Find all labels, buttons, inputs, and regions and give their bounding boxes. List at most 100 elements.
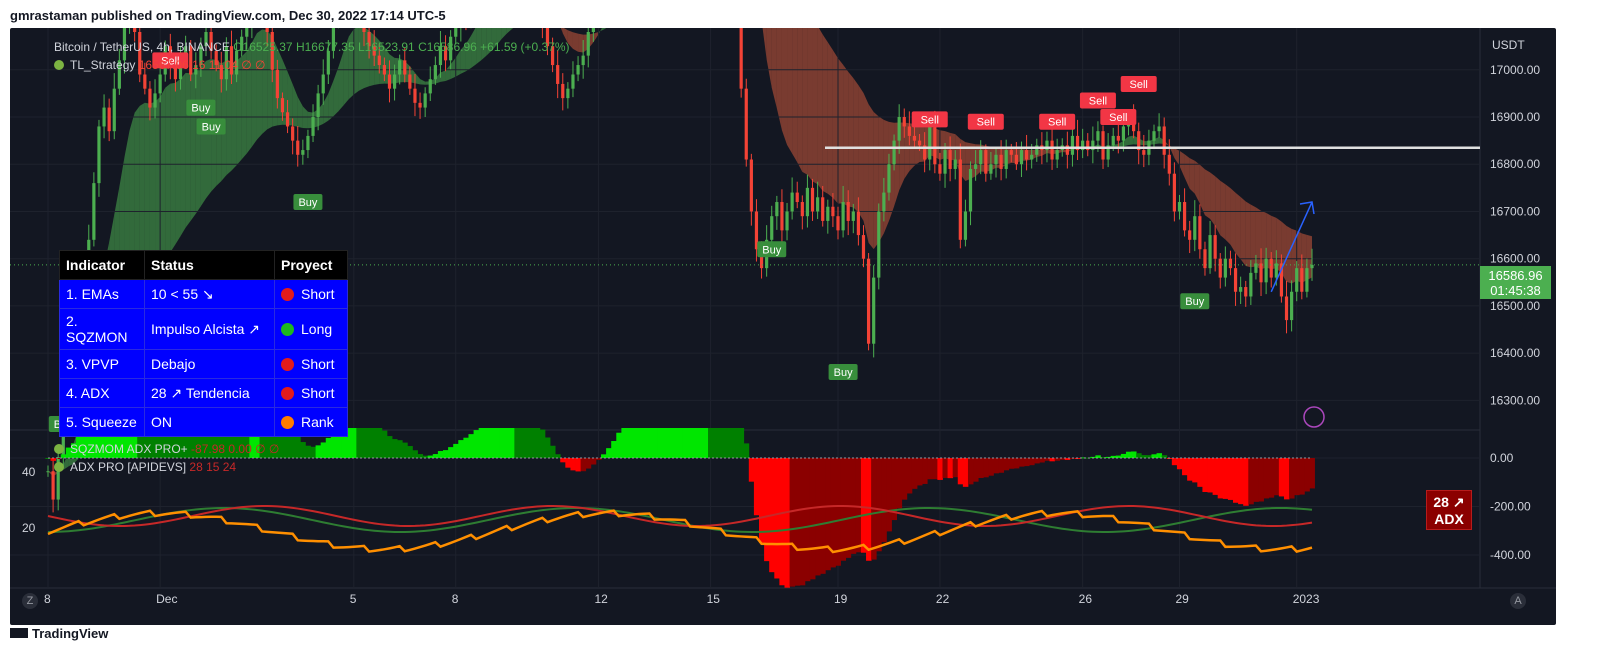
candle-body — [566, 88, 570, 99]
candle-body — [545, 28, 550, 47]
candle-body — [377, 55, 381, 66]
buy-signal — [828, 364, 858, 381]
momentum-bar — [1238, 458, 1244, 505]
ma-cloud-segment — [1118, 140, 1124, 148]
adx-legend[interactable]: ADX PRO [APIDEVS] 28 15 24 — [54, 460, 236, 474]
ma-cloud-segment — [496, 28, 502, 46]
ma-cloud-segment — [226, 60, 232, 176]
candle-body — [739, 28, 743, 89]
candle-body — [571, 74, 575, 89]
candle-body — [1111, 135, 1115, 146]
candle-body — [418, 102, 422, 108]
momentum-bar — [860, 458, 867, 553]
strategy-legend[interactable]: TL_Strategy 16567.06 16 11.04 ∅ ∅ — [54, 58, 266, 72]
auto-scale-button[interactable]: A — [1510, 593, 1526, 609]
candle-body — [403, 60, 407, 75]
candle-body — [576, 65, 580, 75]
momentum-bar — [667, 428, 673, 458]
candle-body — [199, 46, 203, 66]
momentum-bar — [499, 428, 505, 458]
lightning-icon — [1303, 406, 1325, 428]
price-tick-label: 16600.00 — [1490, 252, 1540, 266]
momentum-bar — [1131, 451, 1137, 458]
signal-label: Sell — [921, 114, 939, 126]
candle-body — [775, 202, 779, 217]
candle-body — [1035, 145, 1039, 155]
indicator-cell: 1. EMAs — [59, 279, 145, 309]
candle-body — [907, 126, 911, 136]
momentum-bar — [718, 428, 724, 458]
buy-signal — [757, 241, 787, 258]
momentum-bar — [1176, 458, 1183, 470]
sqzmom-legend[interactable]: SQZMOM ADX PRO+ -87.98 0.00 ∅ ∅ — [54, 442, 279, 456]
table-header-proyect: Proyect — [274, 250, 348, 280]
ma-cloud-segment — [1174, 148, 1180, 166]
candle-body — [1279, 263, 1284, 297]
momentum-bar — [366, 428, 373, 458]
momentum-bar — [840, 458, 847, 561]
momentum-bar — [50, 458, 57, 461]
momentum-bar — [1105, 456, 1112, 458]
candle-body — [1030, 154, 1034, 160]
current-price-tag: 16586.96 01:45:38 — [1480, 266, 1551, 299]
momentum-bar — [580, 458, 587, 472]
candle-body — [449, 36, 453, 61]
momentum-bar — [315, 445, 322, 458]
zoom-button[interactable]: Z — [22, 593, 38, 609]
momentum-bar — [952, 458, 959, 478]
ma-cloud-segment — [348, 29, 354, 100]
momentum-bar — [957, 458, 964, 485]
momentum-bar — [1171, 458, 1178, 466]
ma-cloud-segment — [445, 64, 451, 81]
ma-cloud-segment — [863, 92, 869, 243]
ma-cloud-segment — [802, 28, 808, 175]
ma-cloud-segment — [1199, 164, 1205, 216]
momentum-bar — [468, 434, 474, 458]
candle-body — [270, 32, 274, 70]
momentum-bar — [76, 434, 82, 458]
proyect-label: Rank — [301, 414, 334, 430]
candle-body — [428, 79, 432, 94]
momentum-bar — [458, 440, 464, 458]
momentum-bar — [1044, 458, 1050, 461]
momentum-bar — [417, 454, 424, 458]
candle-body — [917, 140, 922, 146]
momentum-bar — [1064, 458, 1071, 461]
candle-body — [1254, 263, 1258, 273]
momentum-bar — [325, 437, 332, 458]
momentum-bar — [356, 428, 362, 458]
candle-body — [173, 65, 178, 80]
chart-area[interactable]: Sell Buy Buy Buy Buy Buy Sell Sell Sell Sell Sell S… — [10, 28, 1556, 625]
candle-body — [1024, 150, 1029, 160]
candle-body — [138, 32, 142, 75]
ma-cloud-segment — [1189, 158, 1195, 194]
momentum-bar — [764, 458, 770, 562]
candle-body — [826, 206, 830, 221]
candle-body — [1177, 202, 1182, 212]
momentum-bar — [534, 428, 541, 458]
momentum-bar — [713, 428, 719, 458]
candle-body — [133, 28, 137, 32]
ma-cloud-segment — [776, 28, 782, 131]
ma-cloud-segment — [832, 50, 838, 204]
ma-cloud-segment — [1261, 210, 1267, 270]
candle-body — [408, 74, 412, 89]
candle-body — [1096, 131, 1100, 141]
momentum-bar — [427, 455, 434, 458]
signal-label: Buy — [202, 121, 221, 133]
momentum-bar — [1289, 458, 1295, 499]
osc-tick-label: -400.00 — [1490, 548, 1531, 562]
candle-body — [1213, 235, 1217, 259]
momentum-bar — [132, 428, 138, 458]
tv-logo-icon — [10, 628, 28, 638]
buy-signal — [186, 99, 216, 116]
ma-cloud-segment — [562, 28, 568, 44]
ma-cloud-segment — [323, 93, 329, 124]
momentum-bar — [855, 458, 862, 553]
momentum-bar — [223, 428, 230, 458]
momentum-bar — [937, 458, 943, 480]
symbol-legend[interactable]: Bitcoin / TetherUS, 4h, BINANCE O16525.3… — [54, 40, 570, 54]
ma-cloud-segment — [781, 28, 788, 145]
ma-cloud-segment — [481, 28, 487, 61]
